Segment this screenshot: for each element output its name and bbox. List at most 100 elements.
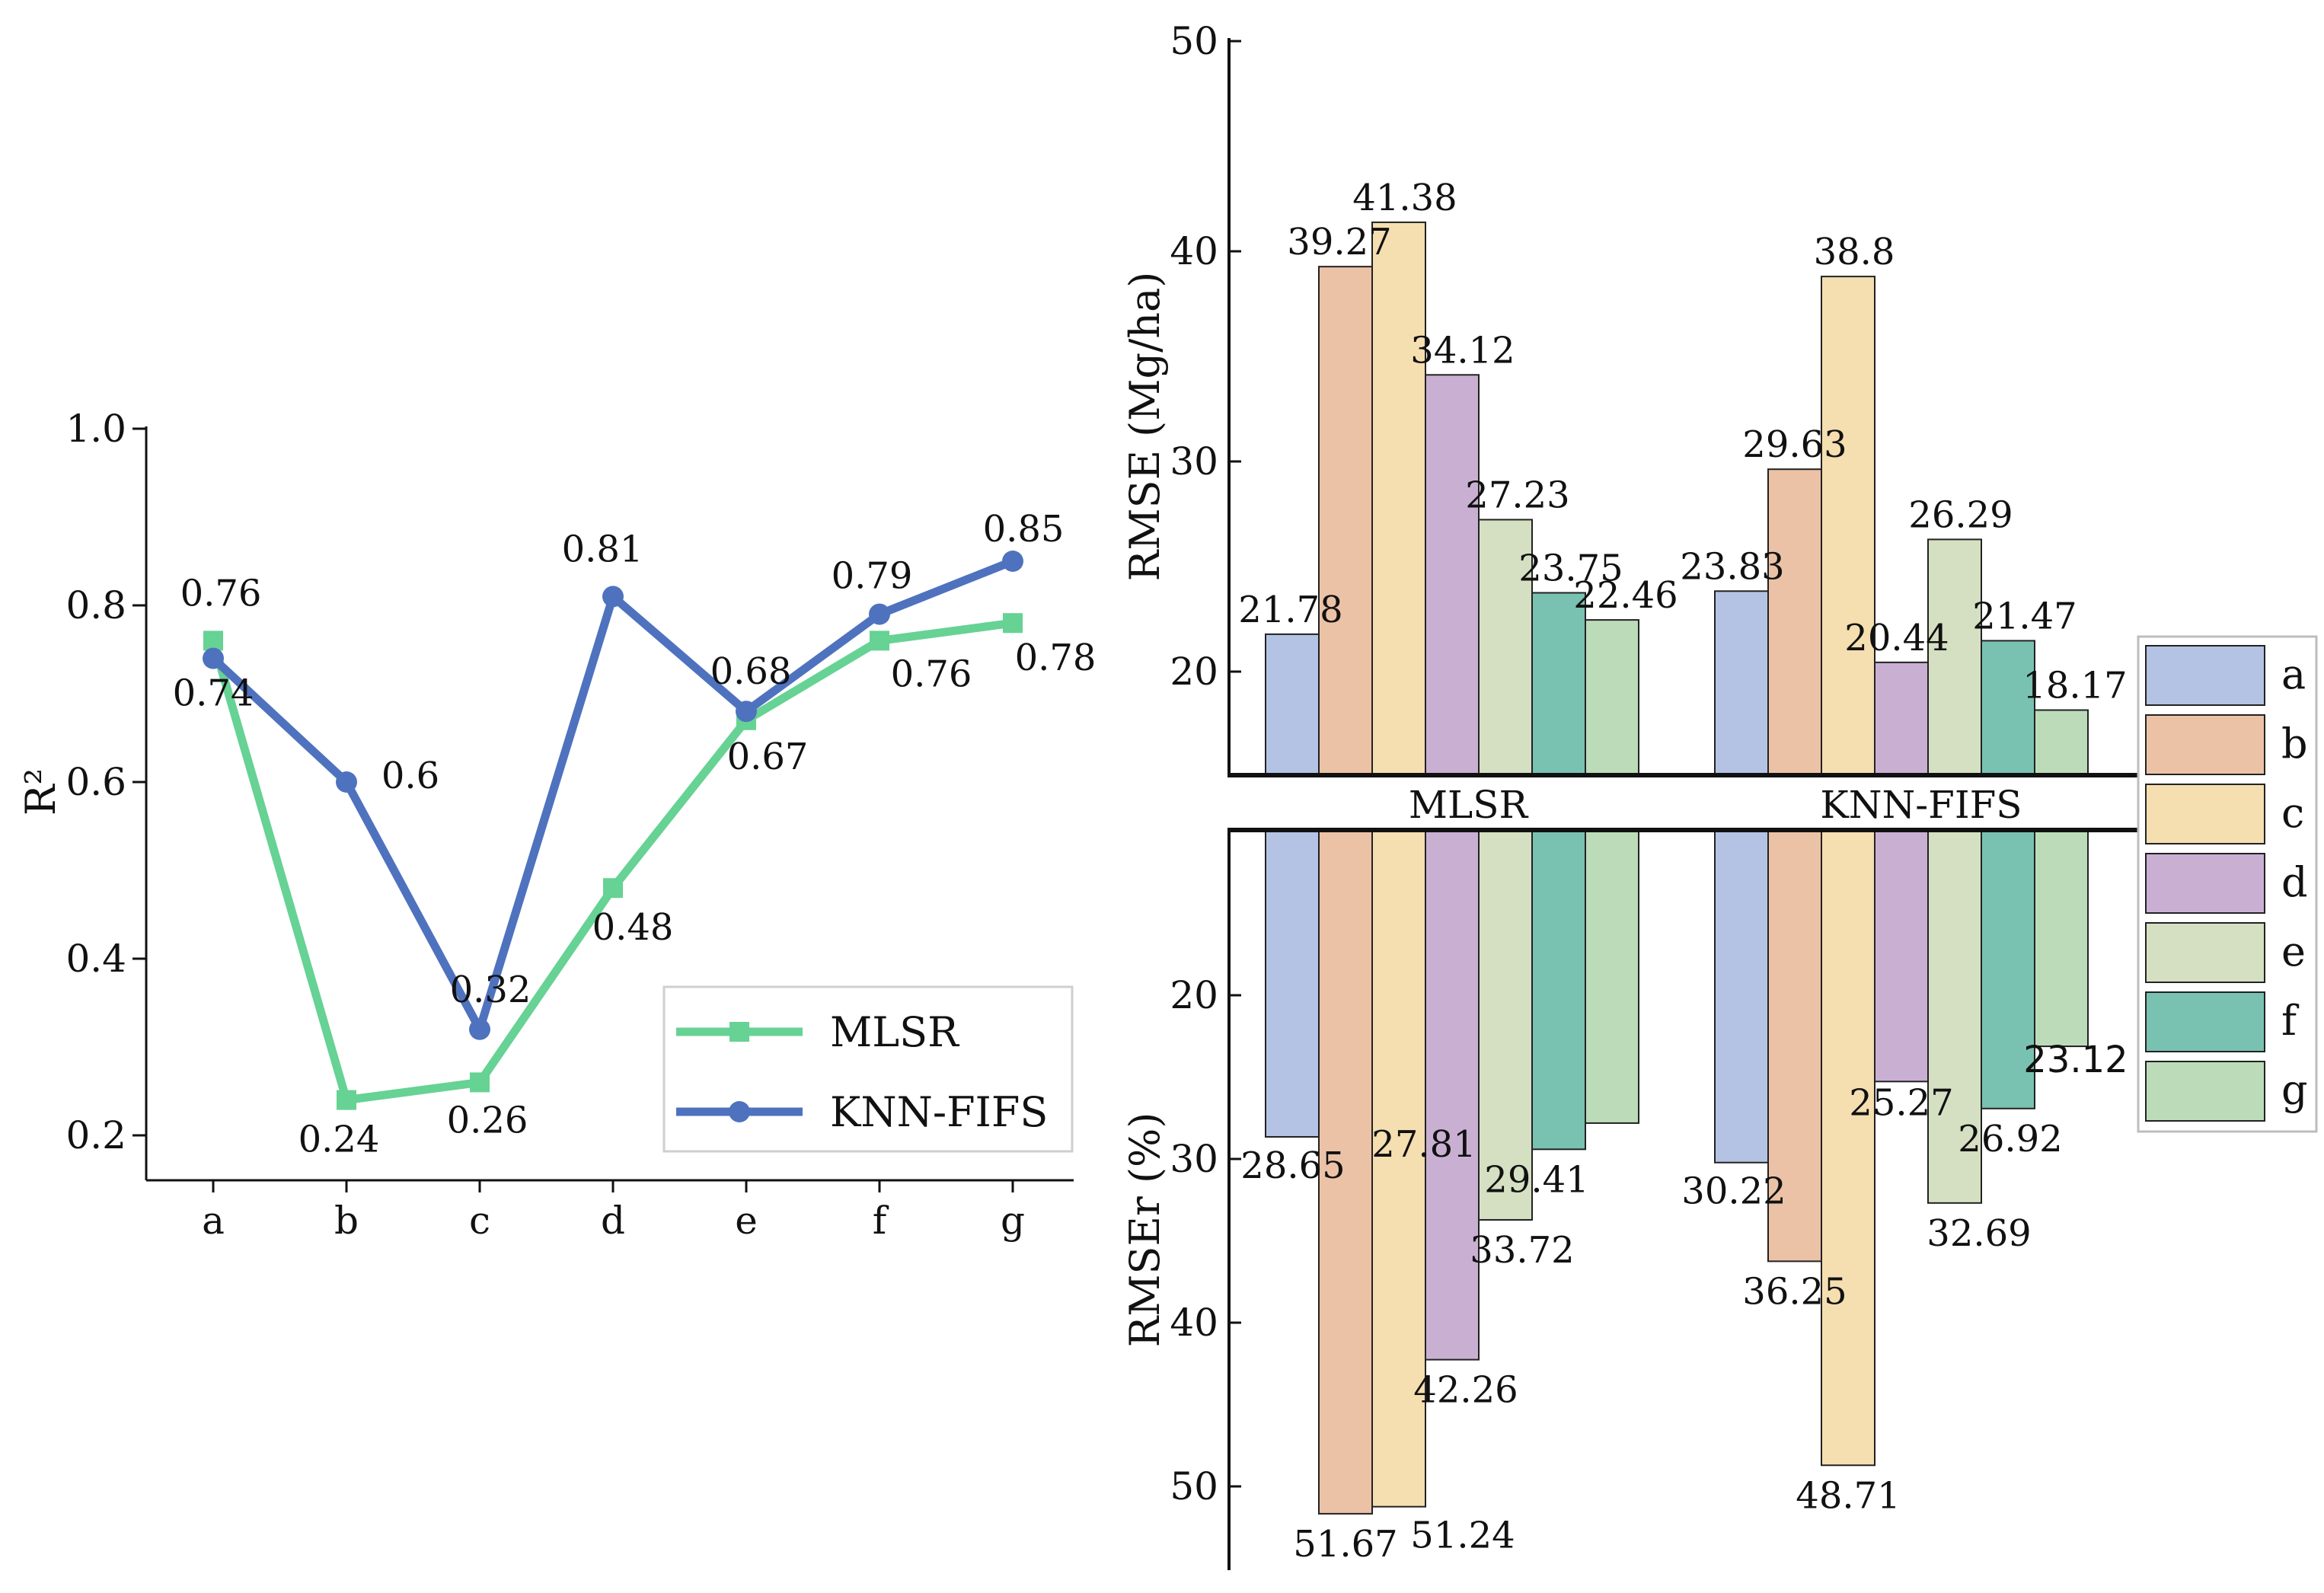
rmser-bar-mlsr-g [1585,829,1639,1124]
rmse-bar-knn-fifs-d [1874,661,1929,777]
y-tick-label: 0.4 [65,937,126,981]
legend-swatch-f [2145,991,2265,1052]
rmser-value-label: 51.24 [1410,1515,1515,1557]
rmser-value-label: 32.69 [1927,1212,2031,1255]
rmse-value-label: 20.44 [1844,617,1949,659]
x-tick-label: d [601,1199,625,1243]
x-tick-label: e [735,1199,758,1243]
data-point-knn-fifs [469,1018,490,1040]
data-label-mlsr: 0.48 [592,906,674,949]
rmser-bar-mlsr-e [1478,829,1533,1221]
data-label-knn-fifs: 0.32 [450,969,532,1011]
rmser-y-tick-label: 30 [1170,1137,1218,1181]
x-tick-label: f [873,1199,889,1243]
rmse-value-label: 23.83 [1680,545,1784,588]
data-label-mlsr: 0.76 [180,572,262,615]
rmse-value-label: 22.46 [1573,574,1678,617]
x-tick-label: a [202,1199,225,1243]
rmse-value-label: 39.27 [1287,221,1391,263]
rmser-y-axis-title: RMSEr (%) [1121,1113,1169,1348]
rmser-y-tick-label: 40 [1170,1301,1218,1345]
rmser-bar-knn-fifs-a [1714,829,1769,1164]
rmse-y-tick-label: 50 [1170,19,1218,63]
rmse-bar-mlsr-d [1425,374,1480,776]
data-point-knn-fifs [1002,551,1023,572]
x-tick-label: c [469,1199,490,1243]
rmse-bar-knn-fifs-e [1927,538,1982,776]
x-tick-label: g [1001,1199,1025,1243]
data-label-knn-fifs: 0.74 [173,672,254,715]
data-label-knn-fifs: 0.68 [710,650,792,693]
legend-marker-mlsr [729,1022,749,1042]
data-point-mlsr [470,1072,490,1093]
rmse-bar-knn-fifs-f [1981,640,2035,776]
rmser-value-label: 25.27 [1849,1081,1953,1124]
r2-line-chart: 0.2 0.4 0.6 0.8 1.0 a b c d e f g R² 0.76 0.24 0.26 0.48… [17,407,1096,1243]
rmse-value-label: 18.17 [2022,665,2127,707]
rmse-bar-mlsr-g [1585,619,1639,776]
line-legend: MLSR KNN-FIFS [662,985,1074,1153]
data-label-mlsr: 0.76 [891,653,972,695]
rmse-bar-chart: 203040502030405060RMSE (Mg/ha)RMSEr (%)M… [1121,19,2318,1570]
rmser-value-label: 23.12 [2023,1039,2128,1081]
rmser-value-label: 26.92 [1958,1118,2062,1160]
legend-label-mlsr: MLSR [830,1008,959,1056]
rmse-value-label: 23.75 [1518,547,1623,590]
legend-swatch-d [2145,853,2265,914]
data-point-mlsr [870,630,889,651]
rmse-bar-mlsr-f [1531,592,1586,776]
rmser-bar-knn-fifs-f [1981,829,2035,1109]
rmse-bar-knn-fifs-b [1767,468,1822,776]
rmse-value-label: 38.8 [1814,231,1895,273]
rmse-bar-knn-fifs-a [1714,590,1769,776]
legend-swatch-e [2145,922,2265,983]
data-label-mlsr: 0.67 [727,736,809,778]
rmser-value-label: 36.25 [1742,1270,1847,1313]
group-label-knn-fifs: KNN-FIFS [1820,783,2022,827]
rmser-bar-mlsr-f [1531,829,1586,1151]
rmser-value-label: 42.26 [1413,1369,1518,1412]
data-point-mlsr [203,630,223,651]
rmse-bar-knn-fifs-c [1821,276,1875,776]
legend-label-knn-fifs: KNN-FIFS [830,1088,1048,1136]
rmse-value-label: 34.12 [1410,329,1515,372]
rmse-y-tick-label: 40 [1170,229,1218,273]
rmse-y-axis-title: RMSE (Mg/ha) [1121,272,1169,582]
group-label-mlsr: MLSR [1409,783,1529,827]
legend-label-e: e [2281,927,2306,975]
rmser-bar-knn-fifs-c [1821,829,1875,1467]
legend-box [662,985,1074,1153]
data-point-mlsr [603,878,623,899]
rmser-bar-mlsr-a [1265,829,1320,1138]
data-label-knn-fifs: 0.81 [562,528,643,570]
y-axis-title: R² [17,768,65,816]
rmse-value-label: 26.29 [1908,493,2013,536]
rmser-bar-mlsr-d [1425,829,1480,1361]
legend-swatch-g [2145,1061,2265,1122]
data-label-mlsr: 0.78 [1015,637,1097,679]
data-point-mlsr [1003,613,1023,634]
rmse-y-tick-label: 30 [1170,439,1218,484]
legend-marker-knn-fifs [729,1101,750,1122]
rmser-y-tick-label: 20 [1170,973,1218,1017]
rmse-bar-mlsr-e [1478,519,1533,777]
data-label-knn-fifs: 0.85 [983,508,1065,551]
rmser-value-label: 48.71 [1796,1474,1900,1517]
rmse-bar-knn-fifs-g [2034,709,2089,776]
rmser-value-label: 33.72 [1470,1229,1574,1272]
data-point-knn-fifs [203,647,224,669]
legend-swatch-c [2145,784,2265,844]
y-tick-label: 0.8 [65,583,126,627]
legend-swatch-b [2145,714,2265,775]
y-tick-label: 0.2 [65,1113,126,1157]
rmser-y-tick-label: 50 [1170,1464,1218,1508]
data-point-knn-fifs [336,771,357,793]
rmser-bar-knn-fifs-g [2034,829,2089,1048]
rmser-value-label: 29.41 [1484,1158,1588,1201]
data-label-mlsr: 0.26 [447,1099,528,1141]
rmse-value-label: 29.63 [1742,423,1847,466]
y-tick-label: 1.0 [65,407,126,451]
rmser-value-label: 28.65 [1240,1144,1345,1187]
